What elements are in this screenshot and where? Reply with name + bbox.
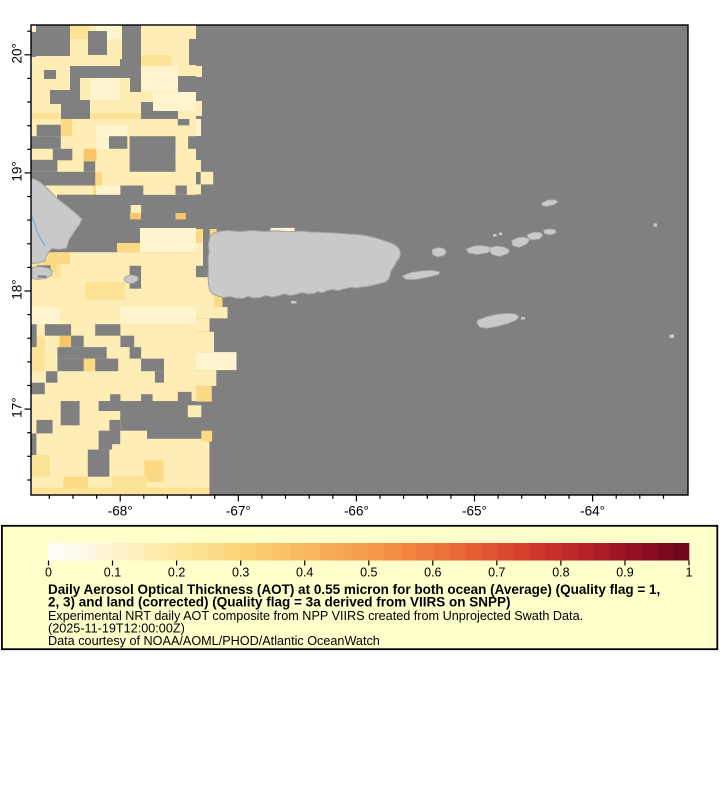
svg-text:Data courtesy of NOAA/AOML/PHO: Data courtesy of NOAA/AOML/PHOD/Atlantic… (48, 634, 380, 648)
svg-text:Daily Aerosol Optical Thicknes: Daily Aerosol Optical Thickness (AOT) at… (48, 582, 660, 597)
svg-text:0.3: 0.3 (232, 566, 249, 580)
svg-text:1: 1 (686, 566, 693, 580)
svg-text:0.9: 0.9 (616, 566, 633, 580)
svg-text:0.5: 0.5 (360, 566, 377, 580)
svg-text:18°: 18° (10, 279, 25, 299)
svg-text:0.6: 0.6 (424, 566, 441, 580)
svg-text:0: 0 (45, 566, 52, 580)
svg-text:(2025-11-19T12:00:00Z): (2025-11-19T12:00:00Z) (48, 621, 185, 635)
svg-text:2, 3) and land (corrected) (Qu: 2, 3) and land (corrected) (Quality flag… (48, 594, 510, 609)
svg-text:-65°: -65° (462, 504, 487, 519)
svg-text:-66°: -66° (344, 504, 369, 519)
svg-text:0.7: 0.7 (488, 566, 505, 580)
svg-text:17°: 17° (10, 397, 25, 417)
svg-text:Experimental NRT daily AOT com: Experimental NRT daily AOT composite fro… (48, 609, 583, 623)
svg-text:-67°: -67° (226, 504, 251, 519)
svg-text:0.2: 0.2 (168, 566, 185, 580)
svg-text:-64°: -64° (580, 504, 605, 519)
svg-text:-68°: -68° (108, 504, 133, 519)
svg-text:20°: 20° (10, 43, 25, 63)
svg-text:0.1: 0.1 (104, 566, 121, 580)
svg-text:0.4: 0.4 (296, 566, 313, 580)
svg-text:0.8: 0.8 (552, 566, 569, 580)
svg-text:19°: 19° (10, 161, 25, 181)
